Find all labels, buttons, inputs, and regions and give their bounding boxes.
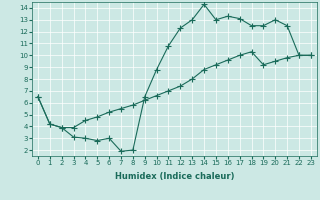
X-axis label: Humidex (Indice chaleur): Humidex (Indice chaleur): [115, 172, 234, 181]
